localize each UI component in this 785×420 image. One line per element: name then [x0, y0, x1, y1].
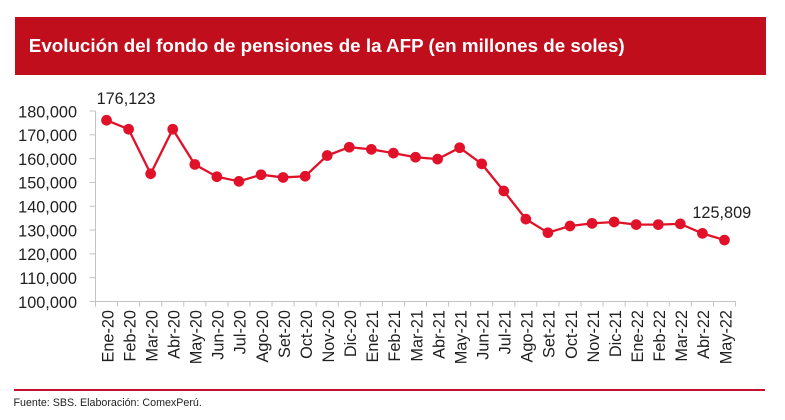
svg-text:Dic-21: Dic-21 [607, 310, 625, 357]
svg-text:Jun-20: Jun-20 [210, 310, 228, 360]
svg-text:176,123: 176,123 [97, 90, 156, 108]
svg-text:May-21: May-21 [452, 310, 470, 364]
svg-text:Ago-20: Ago-20 [254, 310, 272, 363]
svg-text:Jul-20: Jul-20 [232, 310, 250, 354]
svg-text:150,000: 150,000 [18, 175, 77, 193]
svg-text:Mar-20: Mar-20 [143, 310, 161, 362]
svg-text:May-20: May-20 [188, 310, 206, 364]
svg-text:Feb-21: Feb-21 [386, 310, 404, 362]
svg-text:Abr-21: Abr-21 [430, 310, 448, 359]
svg-text:120,000: 120,000 [18, 246, 77, 264]
svg-text:Set-21: Set-21 [541, 310, 559, 358]
svg-text:Jun-21: Jun-21 [475, 310, 493, 360]
svg-text:Abr-20: Abr-20 [166, 310, 184, 359]
svg-text:Jul-21: Jul-21 [497, 310, 515, 354]
svg-text:170,000: 170,000 [18, 127, 77, 145]
svg-text:May-22: May-22 [717, 310, 735, 364]
svg-text:Oct-21: Oct-21 [563, 310, 581, 359]
svg-text:160,000: 160,000 [18, 151, 77, 169]
svg-text:Abr-22: Abr-22 [695, 310, 713, 359]
svg-text:130,000: 130,000 [18, 222, 77, 240]
svg-text:180,000: 180,000 [18, 103, 77, 121]
svg-text:Oct-20: Oct-20 [298, 310, 316, 359]
svg-text:Feb-20: Feb-20 [121, 310, 139, 362]
svg-text:Mar-22: Mar-22 [673, 310, 691, 362]
svg-text:Dic-20: Dic-20 [342, 310, 360, 357]
svg-text:Ago-21: Ago-21 [519, 310, 537, 363]
svg-text:Nov-20: Nov-20 [320, 310, 338, 363]
svg-text:Ene-20: Ene-20 [99, 310, 117, 363]
svg-text:140,000: 140,000 [18, 199, 77, 217]
svg-text:100,000: 100,000 [18, 294, 77, 312]
svg-text:110,000: 110,000 [19, 270, 77, 288]
svg-text:Set-20: Set-20 [276, 310, 294, 358]
svg-text:Ene-21: Ene-21 [364, 310, 382, 363]
svg-text:Mar-21: Mar-21 [408, 310, 426, 362]
svg-text:Ene-22: Ene-22 [629, 310, 647, 363]
svg-text:125,809: 125,809 [692, 204, 751, 222]
svg-text:Feb-22: Feb-22 [651, 310, 669, 362]
svg-text:Nov-21: Nov-21 [585, 310, 603, 363]
